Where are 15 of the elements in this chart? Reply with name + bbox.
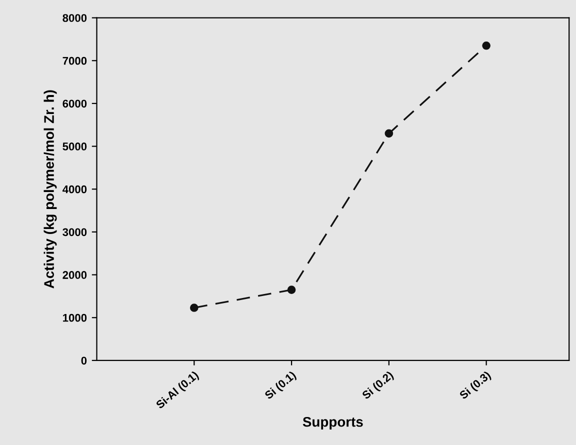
y-tick-label: 5000 (62, 142, 87, 150)
y-tick-label: 1000 (63, 314, 87, 322)
y-tick-label: 3000 (62, 228, 87, 236)
y-tick-label: 4000 (62, 185, 87, 194)
y-tick-label: 6000 (62, 100, 87, 108)
y-tick-label: 7000 (62, 56, 87, 65)
y-tick-label: 2000 (62, 271, 87, 279)
point (384, 129, 394, 138)
x-axis-title: Supports (302, 416, 363, 430)
y-tick-label: 0 (81, 356, 87, 365)
point (190, 304, 198, 312)
point (482, 41, 490, 50)
point (287, 286, 296, 294)
y-axis-title: Activity (kg polymer/mol Zr. h) (44, 90, 57, 288)
y-tick-label: 8000 (62, 14, 87, 22)
